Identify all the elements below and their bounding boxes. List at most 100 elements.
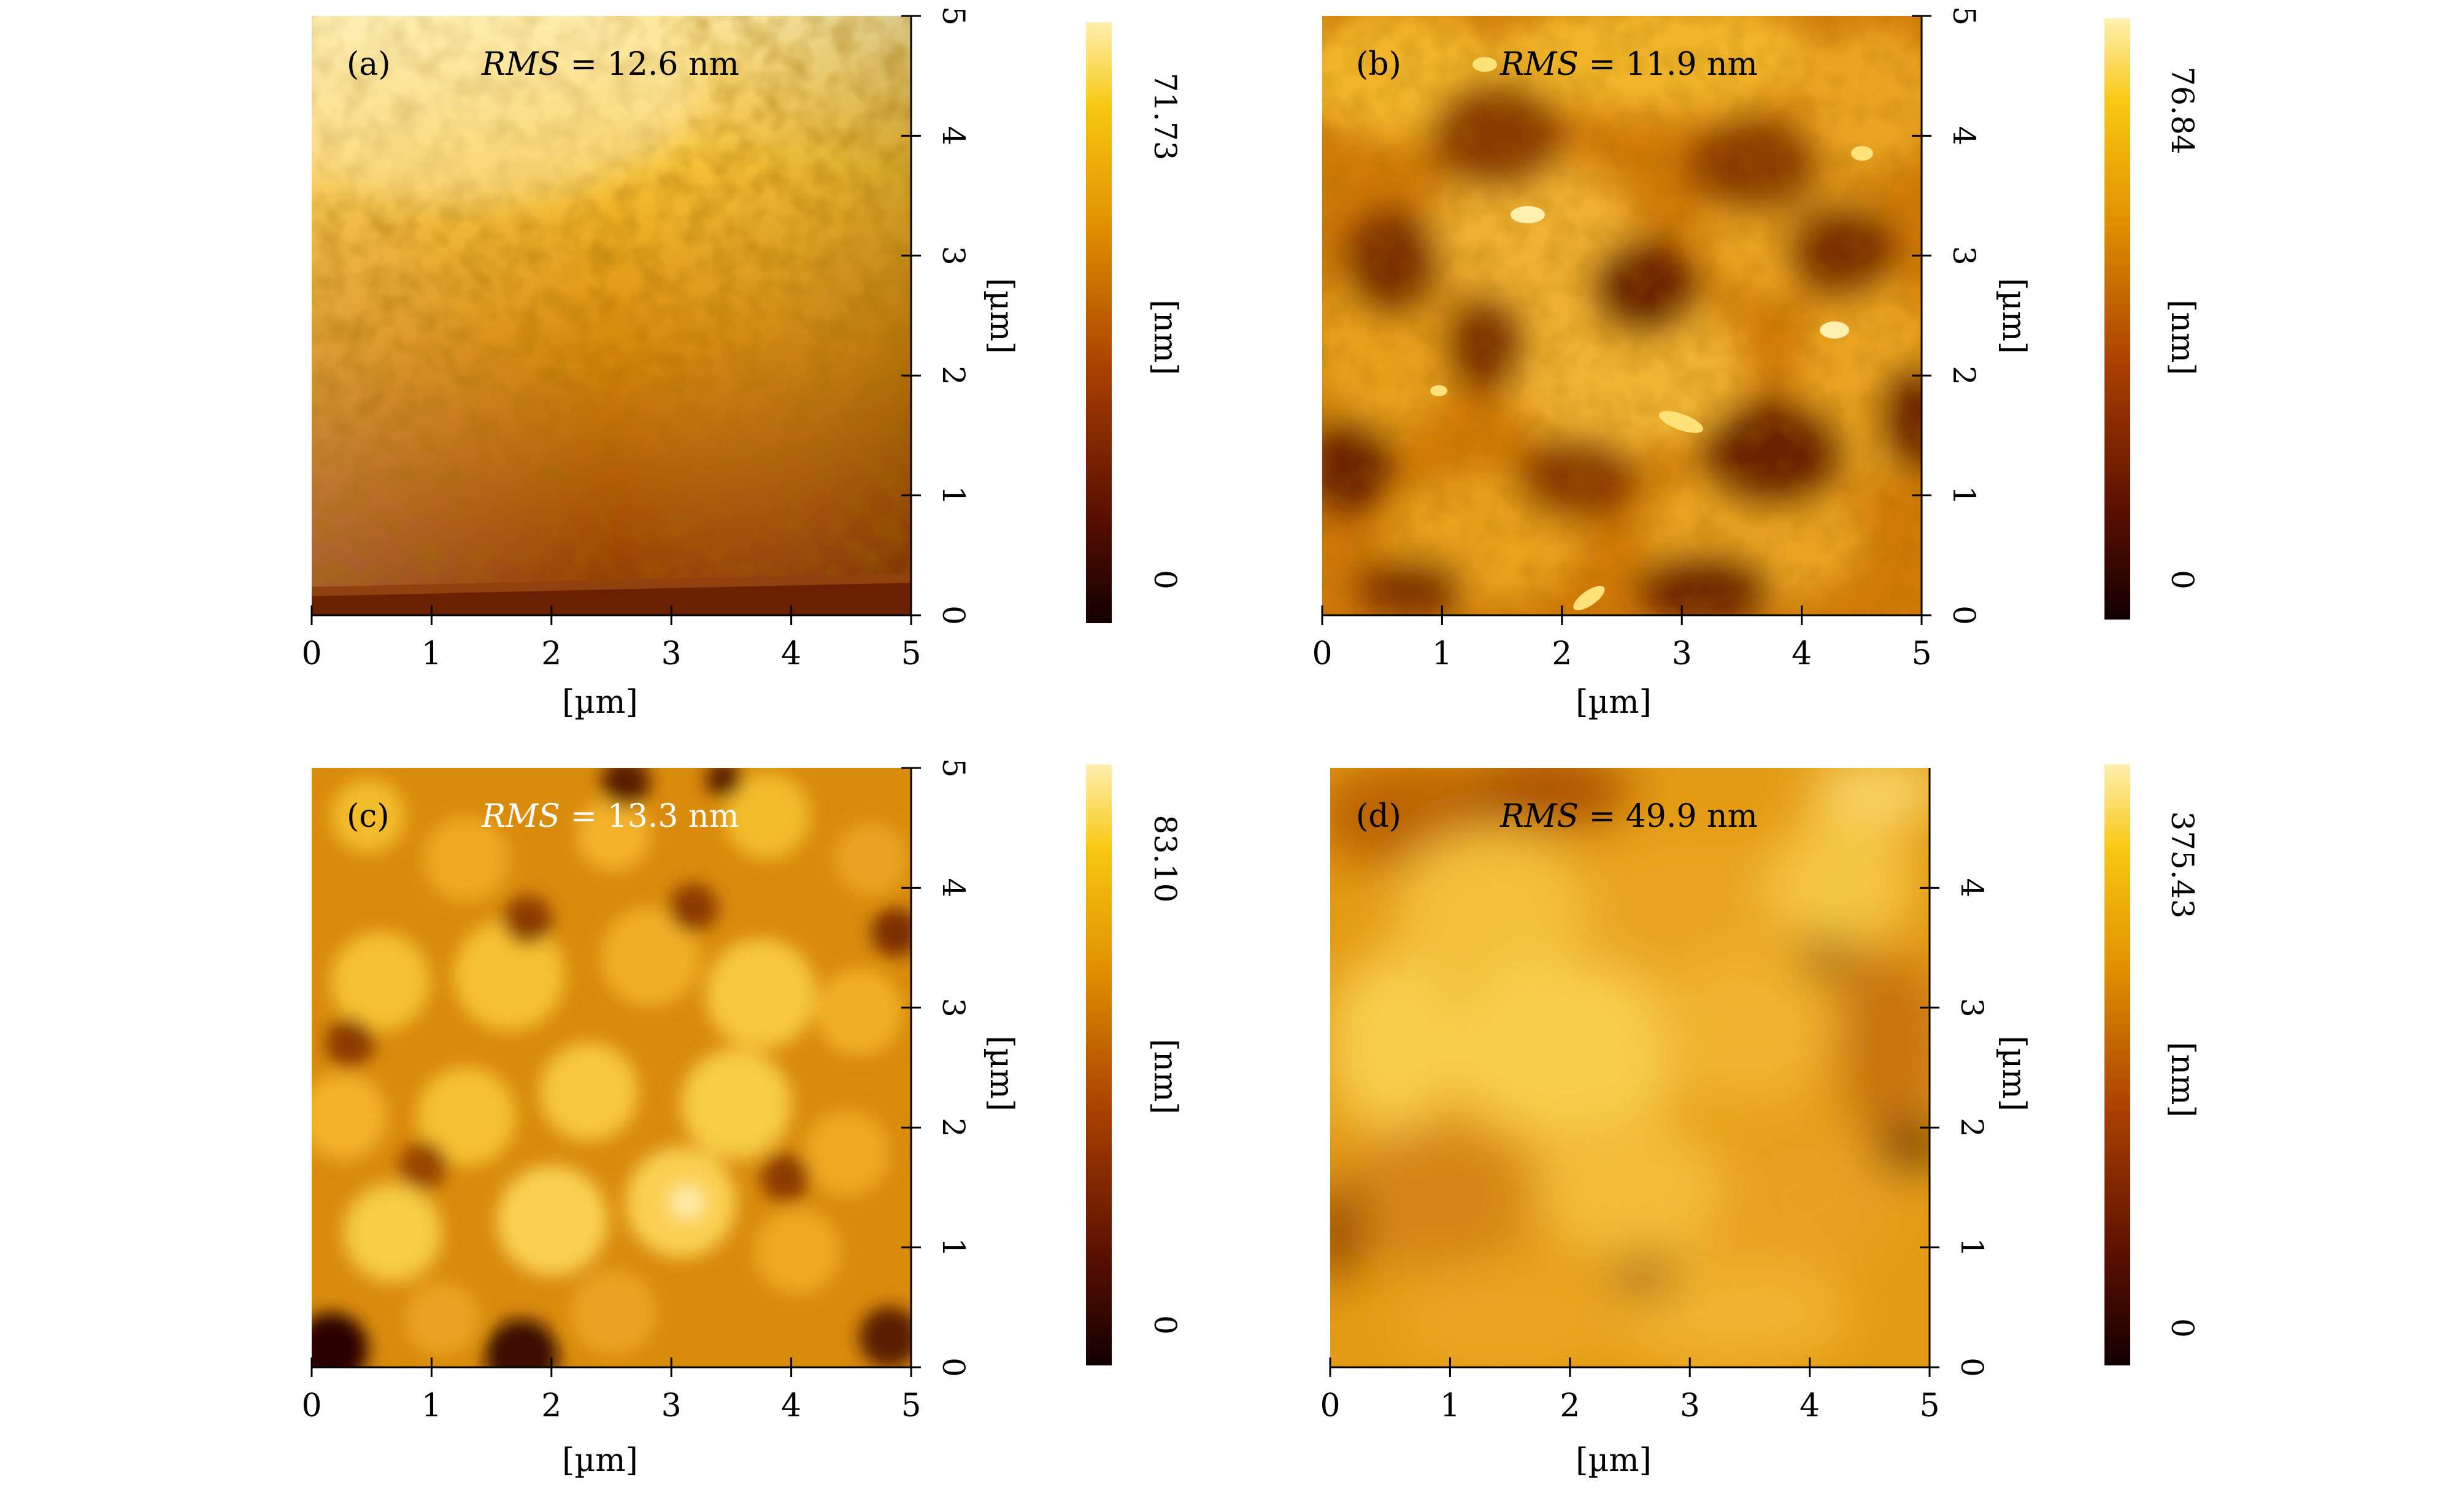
x-tick-label: 3 [1680,1387,1700,1424]
x-axis-label-d: [µm] [1576,1442,1652,1479]
x-tick-label: 5 [1919,1387,1939,1424]
rms-symbol-d: RMS [1500,798,1579,835]
x-tick-label: 4 [781,1387,801,1424]
x-tick-label: 3 [661,1387,682,1424]
x-axis-c: 0 1 2 3 4 5 [301,1357,922,1424]
x-axis-label-a: [µm] [562,684,638,721]
y-tick-label: 0 [1954,1357,1990,1377]
x-tick-label: 2 [1552,635,1572,672]
colorbar-a [1086,22,1112,623]
x-axis-a: 0 1 2 3 4 5 [301,605,922,672]
x-tick-label: 0 [1312,635,1332,672]
x-tick-label: 5 [1911,635,1931,672]
y-tick-label: 0 [1946,605,1982,625]
x-tick-label: 2 [1560,1387,1580,1424]
y-tick-label: 2 [1954,1118,1990,1137]
rms-number-c: = 13.3 nm [560,798,739,835]
x-tick-label: 1 [422,1387,442,1424]
x-axis-d: 0 1 2 3 4 5 [1320,1357,1940,1424]
panel-label-c: (c) [347,798,390,835]
y-tick-label: 3 [1954,998,1990,1018]
afm-image-a [312,16,911,615]
rms-value-b: RMS = 11.9 nm [1500,46,1758,83]
y-tick-label: 1 [936,486,971,505]
panel-b: (b) RMS = 11.9 nm 0 1 2 3 4 5 0 1 2 3 4 5 [µm] [µm… [1312,6,2201,721]
y-tick-label: 5 [936,6,971,26]
x-tick-label: 4 [1792,635,1812,672]
y-tick-label: 0 [936,1357,971,1377]
x-tick-label: 5 [901,635,921,672]
rms-number-b: = 11.9 nm [1579,46,1758,83]
panel-d: (d) RMS = 49.9 nm 0 1 2 3 4 5 0 1 2 3 4 [µm] [µm]… [1320,764,2201,1479]
colorbar-max-a: 71.73 [1147,72,1183,160]
x-axis-b: 0 1 2 3 4 5 [1312,605,1932,672]
colorbar-min-b: 0 [2165,570,2200,589]
afm-image-c [312,768,911,1367]
x-tick-label: 2 [541,1387,561,1424]
y-tick-label: 4 [1954,878,1990,897]
panel-label-b: (b) [1356,46,1401,83]
colorbar-d [2104,764,2130,1365]
y-axis-d: 0 1 2 3 4 [1920,768,1990,1377]
y-tick-label: 3 [936,998,971,1018]
y-tick-label: 4 [936,126,971,145]
y-tick-label: 3 [936,246,971,266]
y-axis-label-a: [µm] [983,278,1020,354]
x-tick-label: 1 [1440,1387,1460,1424]
x-tick-label: 5 [901,1387,921,1424]
rms-value-c: RMS = 13.3 nm [481,798,739,835]
panel-label-a: (a) [347,46,391,83]
x-tick-label: 3 [1672,635,1692,672]
panel-label-d: (d) [1356,798,1401,835]
rms-symbol-b: RMS [1500,46,1579,83]
colorbar-max-b: 76.84 [2165,66,2200,154]
y-tick-label: 1 [1946,486,1982,505]
panel-c: (c) RMS = 13.3 nm 0 1 2 3 4 5 0 1 2 3 4 5 [µm] [µm… [301,758,1184,1479]
y-tick-label: 2 [936,1118,971,1137]
x-tick-label: 1 [1432,635,1452,672]
y-tick-label: 0 [936,605,971,625]
x-tick-label: 2 [541,635,561,672]
rms-number-a: = 12.6 nm [560,46,739,83]
colorbar-min-c: 0 [1147,1315,1183,1335]
x-tick-label: 0 [301,1387,321,1424]
rms-symbol-c: RMS [481,798,560,835]
y-tick-label: 4 [936,878,971,897]
colorbar-label-d: [nm] [2164,1042,2201,1117]
rms-number-d: = 49.9 nm [1579,798,1758,835]
colorbar-label-a: [nm] [1147,299,1184,375]
x-tick-label: 1 [422,635,442,672]
y-axis-a: 0 1 2 3 4 5 [901,6,971,625]
y-tick-label: 4 [1946,126,1982,145]
rms-value-a: RMS = 12.6 nm [481,46,739,83]
colorbar-min-a: 0 [1147,570,1183,589]
y-tick-label: 3 [1946,246,1982,266]
x-tick-label: 4 [1800,1387,1820,1424]
y-tick-label: 1 [1954,1238,1990,1257]
x-axis-label-b: [µm] [1576,684,1652,721]
colorbar-label-b: [nm] [2164,299,2201,375]
y-axis-label-d: [µm] [1995,1035,2032,1111]
y-axis-label-b: [µm] [1995,278,2032,354]
rms-symbol-a: RMS [481,46,560,83]
rms-value-d: RMS = 49.9 nm [1500,798,1758,835]
colorbar-min-d: 0 [2165,1318,2200,1338]
x-axis-label-c: [µm] [562,1442,638,1479]
x-tick-label: 4 [781,635,801,672]
afm-image-b [1322,16,1922,615]
y-tick-label: 1 [936,1238,971,1257]
x-tick-label: 0 [301,635,321,672]
colorbar-max-c: 83.10 [1147,815,1183,902]
x-tick-label: 3 [661,635,682,672]
afm-image-d [1330,768,1930,1367]
y-tick-label: 2 [1946,366,1982,385]
panel-a: (a) RMS = 12.6 nm 0 1 2 3 4 5 0 1 2 3 4 5 [µm] [µm… [301,6,1184,721]
colorbar-c [1086,764,1112,1365]
y-tick-label: 5 [936,758,971,778]
x-tick-label: 0 [1320,1387,1340,1424]
y-axis-label-c: [µm] [983,1035,1020,1111]
colorbar-max-d: 375.43 [2165,812,2200,919]
y-axis-b: 0 1 2 3 4 5 [1912,6,1982,625]
colorbar-b [2104,18,2130,620]
y-tick-label: 2 [936,366,971,385]
